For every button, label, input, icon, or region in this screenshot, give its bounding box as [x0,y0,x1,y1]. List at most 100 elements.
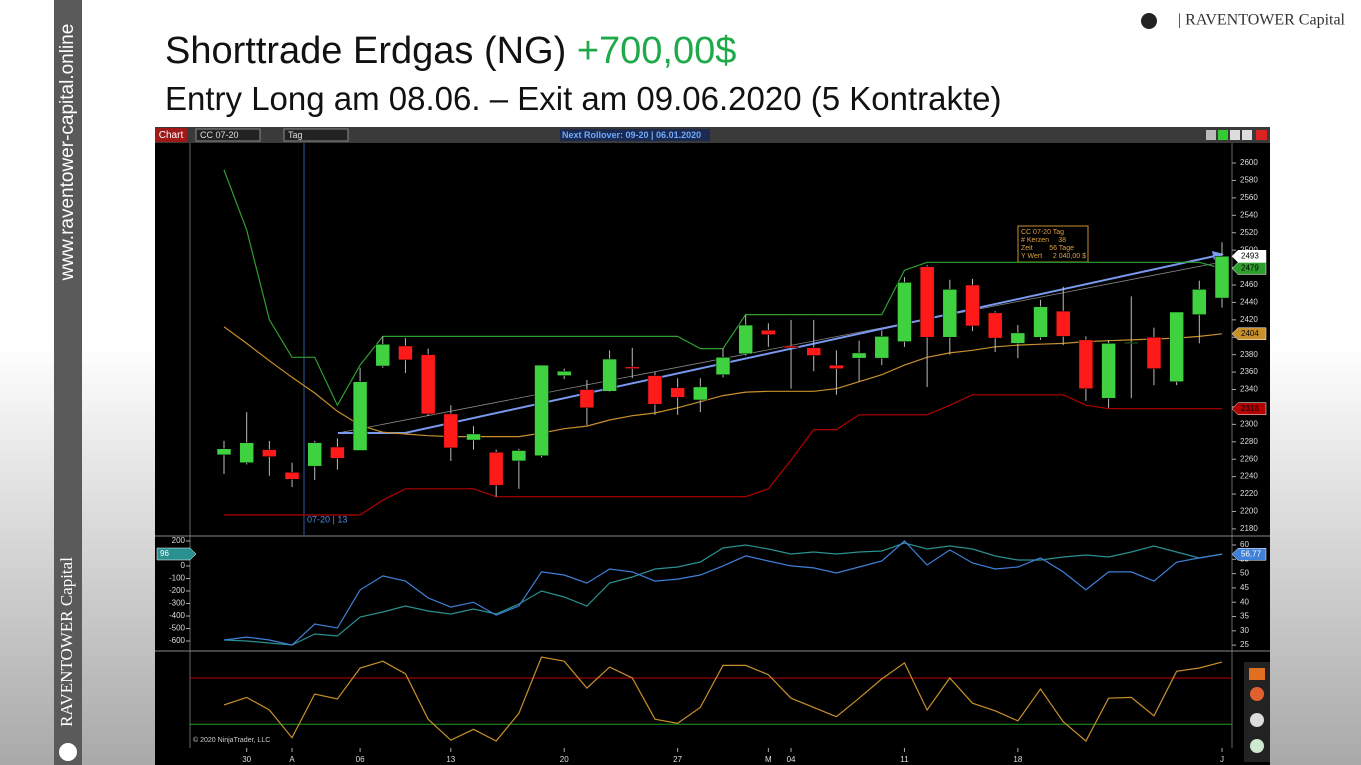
value-flag [1231,402,1267,415]
y-tick-label: 25 [1240,640,1249,649]
value-flag [1231,548,1267,561]
period: Tag [288,130,303,140]
y-tick-label: 2260 [1240,454,1258,463]
candle-body [1192,289,1207,315]
tool-btn[interactable] [1249,668,1265,680]
candle-body [783,345,799,348]
y-tick-label: 2240 [1240,472,1258,481]
value-flag [156,547,197,561]
y-tick-label: 2340 [1240,385,1258,394]
y-tick-label: -200 [169,586,186,595]
flag-label: 2318 [1241,404,1259,413]
candle-body [579,389,595,409]
tooltip-val: 38 [1058,237,1066,244]
candle-body [488,451,504,486]
tool-btn[interactable] [1250,713,1264,727]
y-tick-label: 30 [1240,626,1249,635]
candle-body [1124,342,1139,344]
candle-body [1169,311,1184,382]
y-tick-label: 2180 [1240,524,1258,533]
indicator-line [223,542,1223,646]
x-tick-label: 18 [1013,755,1022,764]
y-tick-label: -400 [169,611,186,620]
candle-body [375,343,391,367]
copyright: © 2020 NinjaTrader, LLC [193,736,270,744]
tool-btn[interactable] [1250,687,1264,701]
y-tick-label: 2440 [1240,298,1258,307]
candle-body [1033,306,1048,338]
candle-body [693,386,708,401]
x-tick-label: A [289,755,295,764]
value-flag [1231,327,1267,341]
tooltip-key: Y Wert [1021,253,1042,260]
y-tick-label: 2420 [1240,315,1258,324]
indicator-line [223,540,1223,646]
candle-body [398,345,413,361]
candle-body [647,375,663,405]
plot: 2180220022202240226022802300232023402360… [156,158,1267,764]
candle-body [965,284,980,327]
side-brand: RAVENTOWER Capital [57,557,76,727]
candle-body [1010,332,1026,344]
tool-btn[interactable] [1250,739,1264,753]
x-tick-label: 30 [242,755,251,764]
candle-body [443,413,459,449]
candle-body [987,312,1003,339]
y-tick-label: -300 [169,599,186,608]
win-btn[interactable] [1206,130,1216,140]
chart-window [155,127,1270,765]
slide-title: Shorttrade Erdgas (NG) +700,00$ [165,30,736,73]
period-select[interactable] [283,128,349,142]
subtitle: Entry Long am 08.06. – Exit am 09.06.202… [165,80,1002,117]
candle-body [874,336,890,359]
candle-body [1078,339,1094,389]
candle-body [670,387,685,398]
candle-body [239,442,254,463]
y-tick-label: 2220 [1240,489,1258,498]
value-flag [1231,249,1267,263]
chart-button[interactable] [155,128,187,142]
x-tick-label: 04 [787,755,796,764]
channel-line [224,394,1222,516]
marker-label: 07-20 | 13 [307,514,347,524]
x-tick-label: M [765,755,772,764]
y-tick-label: 2600 [1240,158,1258,167]
logo: | RAVENTOWER Capital [1178,12,1346,29]
instrument-select[interactable] [195,128,261,142]
tooltip [1017,225,1089,263]
title-text: Shorttrade Erdgas (NG) [165,30,567,72]
win-btn[interactable] [1242,130,1252,140]
helper-line [337,261,1223,434]
rollover-box [560,129,710,141]
sidebar [54,0,82,765]
tooltip-key: Zeit [1021,245,1033,252]
candle-body [602,358,617,392]
value-flag [1231,262,1267,275]
candle-body [216,448,232,456]
candle-body [1101,343,1116,399]
y-tick-label: -100 [169,574,186,583]
close-btn[interactable] [1256,130,1267,140]
candle-body [420,354,436,415]
candle-body [897,282,912,342]
y-tick-label: -500 [169,624,186,633]
candle-body [262,449,277,457]
y-tick-label: 50 [1240,569,1249,578]
candle-body [829,364,844,369]
candle-body [806,347,821,356]
candle-body [919,266,935,338]
tooltip-key: # Kerzen [1021,237,1049,244]
side-url: www.raventower-capital.online [57,24,78,282]
y-tick-label: 60 [1240,540,1249,549]
flag-label: 96 [160,549,169,558]
y-tick-label: 2360 [1240,367,1258,376]
flag-label: 2479 [1241,264,1259,273]
toolbar [155,127,1270,143]
candle-body [284,472,300,480]
tooltip-title: CC 07-20 Tag [1021,229,1064,236]
win-btn[interactable] [1230,130,1240,140]
win-btn[interactable] [1218,130,1228,140]
y-tick-label: 2380 [1240,350,1258,359]
